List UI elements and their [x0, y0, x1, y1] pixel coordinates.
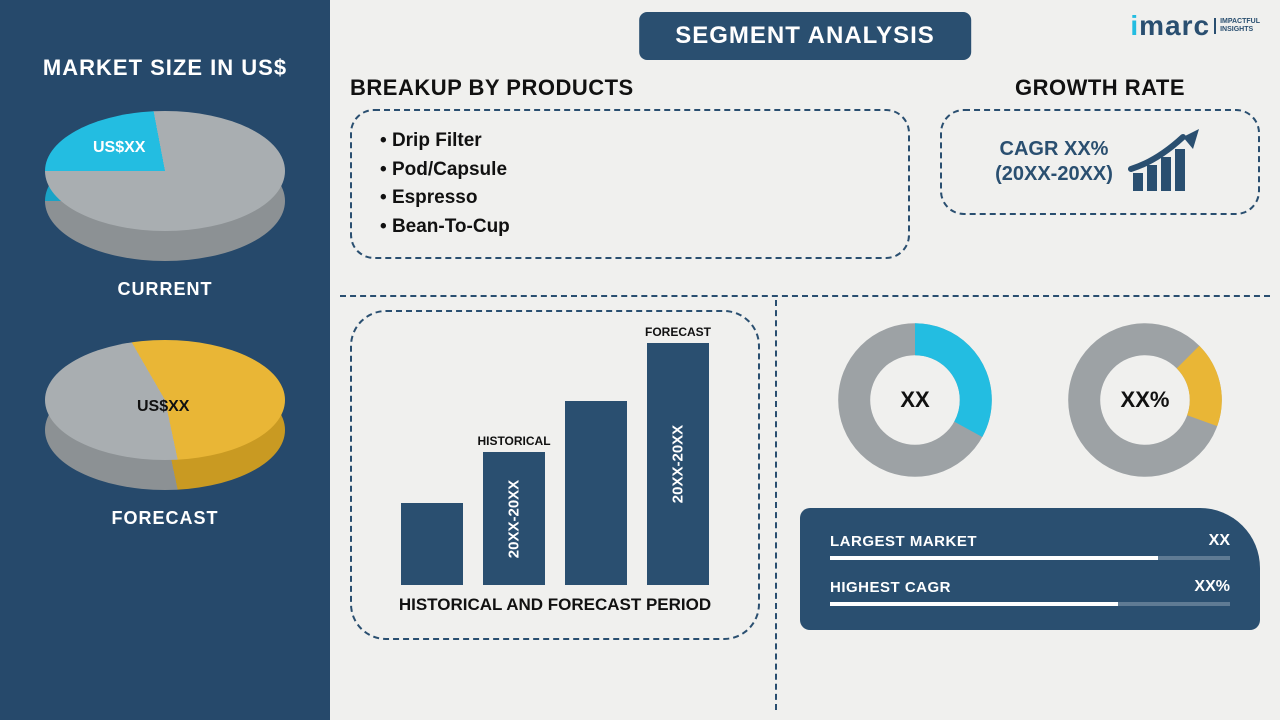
growth-box: CAGR XX% (20XX-20XX)	[940, 109, 1260, 215]
donut-chart: XX	[835, 320, 995, 480]
growth-heading: GROWTH RATE	[940, 75, 1260, 101]
history-bar: HISTORICAL20XX-20XX	[483, 452, 545, 585]
history-bar	[565, 401, 627, 585]
breakup-item: Espresso	[380, 184, 880, 213]
page-title: SEGMENT ANALYSIS	[639, 12, 971, 60]
history-bar	[401, 503, 463, 585]
breakup-item: Drip Filter	[380, 127, 880, 156]
pie-chart: US$XX	[45, 111, 285, 261]
historical-chart: HISTORICAL20XX-20XXFORECAST20XX-20XX	[372, 330, 738, 585]
info-row-value: XX	[1209, 532, 1230, 550]
left-panel: MARKET SIZE IN US$ US$XX CURRENT US$XX FORE…	[0, 0, 330, 720]
breakup-box: Drip FilterPod/CapsuleEspressoBean-To-Cu…	[350, 109, 910, 259]
bar-top-label: FORECAST	[645, 325, 711, 339]
historical-section: HISTORICAL20XX-20XXFORECAST20XX-20XX HIS…	[350, 310, 760, 640]
right-lower: XX XX% LARGEST MARKET XX HIGHEST CAGR XX%	[800, 320, 1260, 700]
pie-caption: CURRENT	[118, 279, 213, 300]
info-row-bar	[830, 602, 1230, 606]
info-card: LARGEST MARKET XX HIGHEST CAGR XX%	[800, 508, 1260, 630]
growth-text: CAGR XX% (20XX-20XX)	[995, 137, 1113, 187]
donut-chart: XX%	[1065, 320, 1225, 480]
info-row-value: XX%	[1194, 578, 1230, 596]
pie-chart: US$XX	[45, 340, 285, 490]
donut-row: XX XX%	[800, 320, 1260, 480]
breakup-list: Drip FilterPod/CapsuleEspressoBean-To-Cu…	[380, 127, 880, 241]
growth-line2: (20XX-20XX)	[995, 162, 1113, 187]
divider-vertical	[775, 300, 777, 710]
pie-value-label: US$XX	[93, 139, 145, 157]
breakup-section: BREAKUP BY PRODUCTS Drip FilterPod/Capsu…	[350, 75, 910, 259]
bar-period-label: 20XX-20XX	[506, 480, 523, 558]
info-row-bar	[830, 556, 1230, 560]
donut-center-text: XX%	[1065, 320, 1225, 480]
history-bar: FORECAST20XX-20XX	[647, 343, 709, 585]
market-size-heading: MARKET SIZE IN US$	[43, 55, 287, 81]
logo-tagline-2: INSIGHTS	[1220, 26, 1260, 34]
brand-logo: imarc IMPACTFUL INSIGHTS	[1130, 10, 1260, 42]
historical-box: HISTORICAL20XX-20XXFORECAST20XX-20XX HIS…	[350, 310, 760, 640]
donut-center-text: XX	[835, 320, 995, 480]
historical-caption: HISTORICAL AND FORECAST PERIOD	[372, 595, 738, 615]
breakup-heading: BREAKUP BY PRODUCTS	[350, 75, 910, 101]
right-area: SEGMENT ANALYSIS imarc IMPACTFUL INSIGHT…	[330, 0, 1280, 720]
breakup-item: Bean-To-Cup	[380, 213, 880, 242]
pies-container: US$XX CURRENT US$XX FORECAST	[45, 111, 285, 569]
logo-tagline-1: IMPACTFUL	[1220, 18, 1260, 26]
pie-value-label: US$XX	[137, 398, 189, 416]
bar-top-label: HISTORICAL	[477, 434, 550, 448]
divider-horizontal	[340, 295, 1270, 297]
pie-current: US$XX CURRENT	[45, 111, 285, 300]
logo-tagline: IMPACTFUL INSIGHTS	[1214, 18, 1260, 34]
bar-period-label: 20XX-20XX	[670, 425, 687, 503]
info-row-label: LARGEST MARKET	[830, 533, 977, 550]
pie-caption: FORECAST	[112, 508, 219, 529]
growth-line1: CAGR XX%	[995, 137, 1113, 162]
breakup-item: Pod/Capsule	[380, 156, 880, 185]
pie-forecast: US$XX FORECAST	[45, 340, 285, 529]
info-row-label: HIGHEST CAGR	[830, 579, 951, 596]
growth-chart-icon	[1127, 129, 1205, 195]
info-row: HIGHEST CAGR XX%	[830, 578, 1230, 606]
info-row: LARGEST MARKET XX	[830, 532, 1230, 560]
logo-text: imarc	[1130, 10, 1210, 42]
growth-section: GROWTH RATE CAGR XX% (20XX-20XX)	[940, 75, 1260, 215]
